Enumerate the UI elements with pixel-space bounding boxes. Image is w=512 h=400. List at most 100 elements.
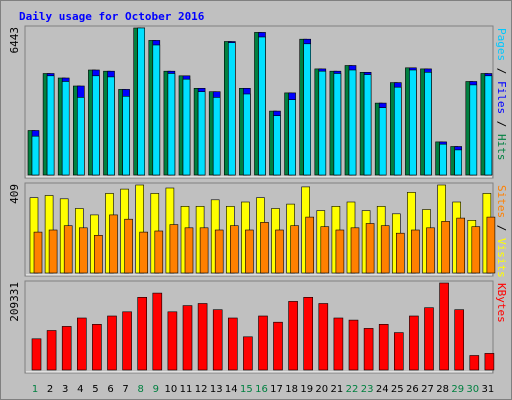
- bar-pages-day-24: [378, 107, 387, 176]
- bar-pages-day-8: [137, 27, 145, 176]
- day-label-28: 28: [436, 384, 449, 395]
- bar-pages-day-19: [303, 43, 312, 176]
- bar-pages-day-13: [212, 97, 221, 176]
- day-label-18: 18: [285, 384, 298, 395]
- day-label-15: 15: [240, 384, 253, 395]
- bar-sites-day-10: [169, 224, 179, 274]
- legend-top-part-0: Pages: [495, 28, 508, 61]
- panel-middle-legend: Sites / Visits: [495, 185, 508, 278]
- bar-kbytes-day-7: [122, 311, 132, 371]
- day-label-7: 7: [122, 384, 128, 395]
- day-label-12: 12: [195, 384, 208, 395]
- bar-pages-day-30: [469, 84, 478, 176]
- bar-kbytes-day-17: [273, 321, 283, 371]
- bar-kbytes-day-3: [61, 326, 72, 371]
- bar-pages-day-17: [273, 115, 281, 176]
- bar-kbytes-day-5: [92, 323, 102, 371]
- panel-top: 6443 Pages / Files / Hits: [8, 25, 508, 179]
- bar-sites-day-28: [441, 221, 450, 274]
- bar-pages-day-29: [454, 149, 463, 176]
- bar-pages-day-23: [363, 74, 372, 176]
- bar-pages-day-21: [333, 73, 342, 176]
- bar-kbytes-day-24: [378, 323, 389, 371]
- day-label-17: 17: [270, 384, 283, 395]
- panel-middle: 409 Sites / Visits: [8, 182, 508, 278]
- legend-middle-part-2: Visits: [495, 238, 508, 278]
- bar-kbytes-day-1: [31, 338, 42, 371]
- bar-sites-day-16: [260, 222, 269, 274]
- bar-pages-day-6: [107, 76, 115, 176]
- bar-pages-day-22: [348, 69, 357, 176]
- bar-sites-day-25: [395, 232, 405, 274]
- bar-sites-day-6: [109, 214, 118, 274]
- bar-kbytes-day-10: [167, 311, 178, 371]
- bar-pages-day-18: [288, 99, 296, 176]
- legend-bottom-part-0: KBytes: [495, 283, 508, 323]
- bar-kbytes-day-29: [454, 309, 465, 371]
- legend-top-part-4: Hits: [495, 134, 508, 161]
- bar-kbytes-day-26: [409, 315, 419, 371]
- legend-middle-part-1: /: [495, 218, 508, 238]
- bar-pages-day-14: [228, 42, 236, 176]
- day-label-23: 23: [361, 384, 374, 395]
- bar-kbytes-day-23: [363, 328, 374, 371]
- bar-pages-day-28: [439, 143, 447, 176]
- bar-sites-day-27: [426, 227, 435, 274]
- day-label-4: 4: [77, 384, 83, 395]
- bar-pages-day-1: [31, 135, 40, 176]
- bar-kbytes-day-12: [197, 303, 208, 371]
- day-label-20: 20: [315, 384, 328, 395]
- bar-kbytes-day-31: [484, 353, 495, 371]
- day-label-13: 13: [210, 384, 223, 395]
- legend-top-part-2: Files: [495, 81, 508, 114]
- legend-top-part-1: /: [495, 61, 508, 81]
- day-label-1: 1: [32, 384, 38, 395]
- bar-pages-day-4: [77, 97, 85, 176]
- day-label-10: 10: [165, 384, 178, 395]
- bar-kbytes-day-25: [393, 332, 404, 371]
- day-label-21: 21: [331, 384, 344, 395]
- bar-kbytes-day-13: [212, 309, 223, 371]
- bar-sites-day-30: [471, 226, 481, 274]
- bar-sites-day-22: [350, 227, 360, 274]
- bar-sites-day-20: [320, 226, 330, 274]
- day-label-9: 9: [153, 384, 159, 395]
- bar-sites-day-15: [245, 229, 254, 274]
- panel-middle-max-label: 409: [8, 184, 21, 204]
- bar-kbytes-day-21: [333, 317, 344, 371]
- bar-kbytes-day-9: [152, 292, 163, 371]
- bar-sites-day-5: [94, 235, 103, 274]
- day-label-25: 25: [391, 384, 404, 395]
- bar-sites-day-26: [411, 229, 420, 274]
- bar-sites-day-19: [305, 216, 315, 274]
- day-label-11: 11: [180, 384, 193, 395]
- legend-top-part-3: /: [495, 114, 508, 134]
- day-label-19: 19: [300, 384, 313, 395]
- legend-middle-part-0: Sites: [495, 185, 508, 218]
- bar-sites-day-12: [199, 227, 209, 274]
- day-label-5: 5: [92, 384, 98, 395]
- day-label-8: 8: [138, 384, 144, 395]
- bar-sites-day-13: [214, 229, 224, 274]
- bar-pages-day-7: [122, 96, 130, 176]
- day-label-2: 2: [47, 384, 53, 395]
- day-label-31: 31: [482, 384, 495, 395]
- bar-pages-day-2: [46, 75, 55, 176]
- bar-sites-day-14: [230, 225, 239, 274]
- bar-pages-day-5: [92, 75, 100, 176]
- panel-top-legend: Pages / Files / Hits: [495, 28, 508, 161]
- bar-sites-day-31: [486, 216, 496, 274]
- bar-sites-day-2: [48, 229, 58, 274]
- bar-pages-day-27: [424, 72, 432, 176]
- day-label-14: 14: [225, 384, 238, 395]
- bar-kbytes-day-6: [107, 315, 117, 371]
- bar-pages-day-11: [182, 78, 191, 176]
- bar-sites-day-11: [184, 227, 194, 274]
- bar-sites-day-7: [124, 218, 133, 274]
- bar-kbytes-day-14: [228, 317, 238, 371]
- bar-pages-day-3: [61, 81, 70, 176]
- bar-kbytes-day-8: [137, 296, 147, 371]
- bar-pages-day-9: [152, 44, 161, 176]
- day-label-27: 27: [421, 384, 434, 395]
